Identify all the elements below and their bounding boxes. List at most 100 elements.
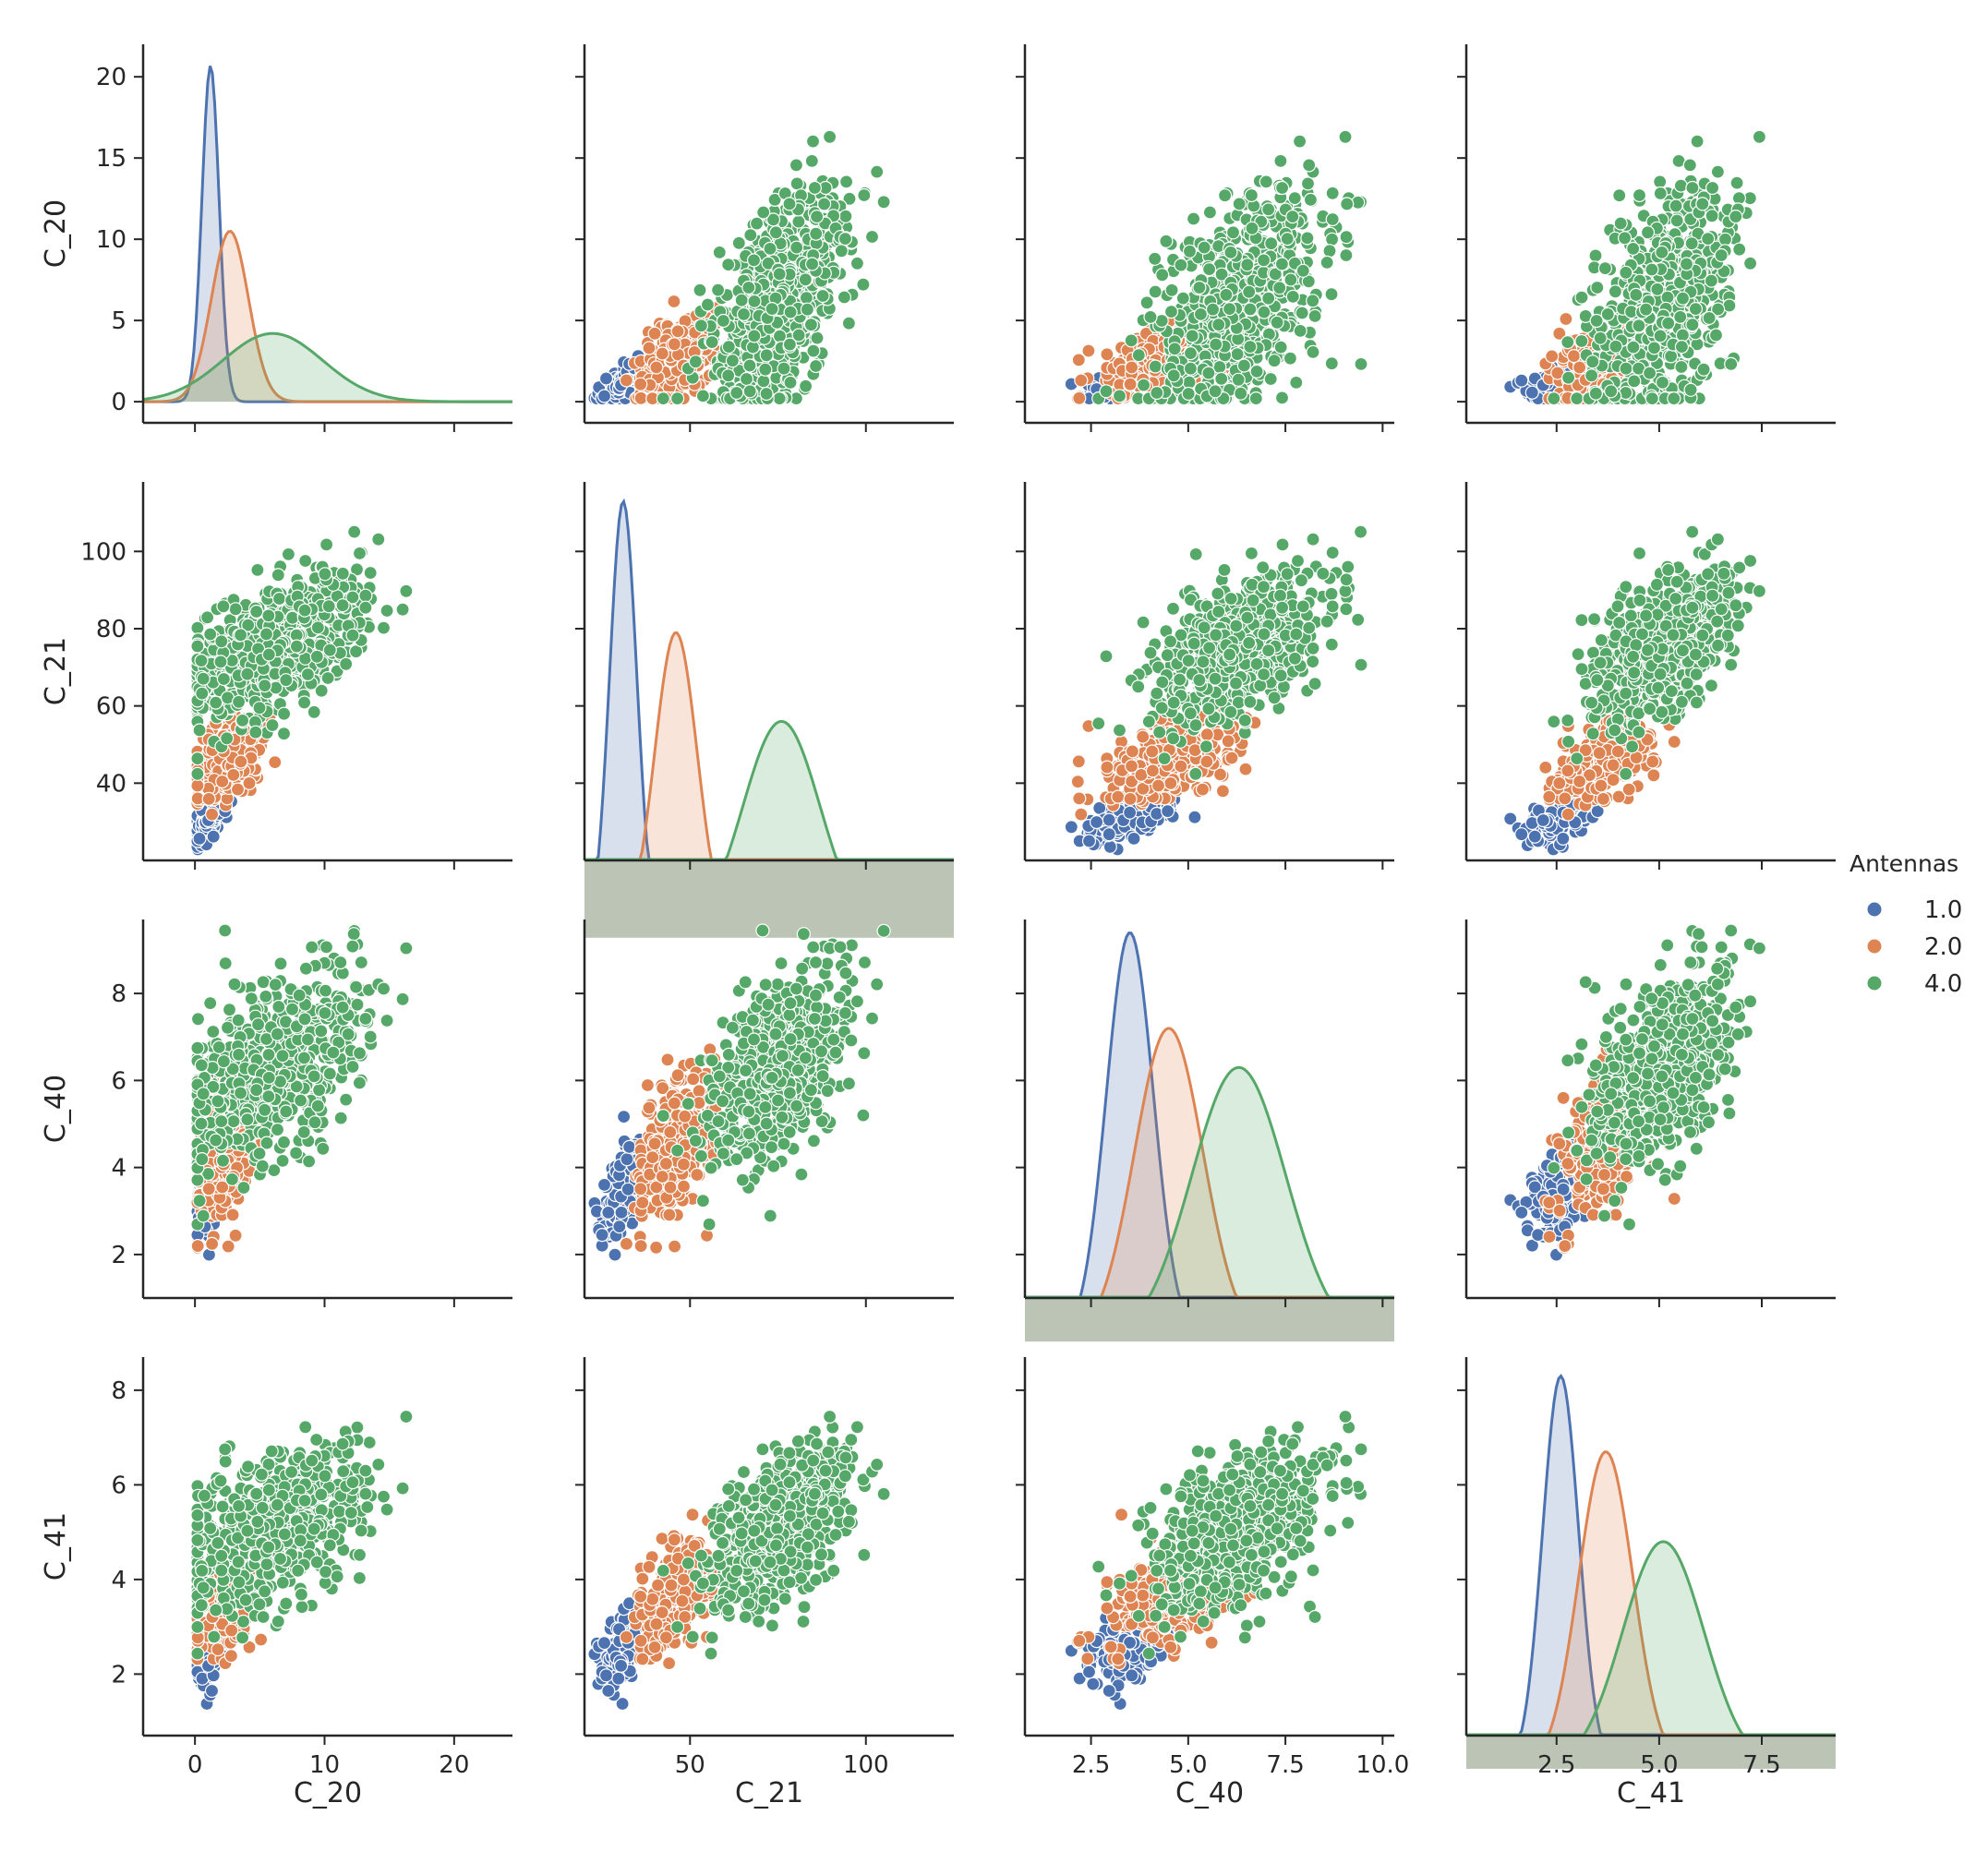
point-4.0 — [1259, 175, 1272, 188]
point-4.0 — [1227, 226, 1240, 239]
point-4.0 — [336, 567, 349, 580]
point-4.0 — [266, 719, 279, 732]
point-2.0 — [650, 361, 663, 374]
point-2.0 — [1216, 785, 1229, 798]
point-4.0 — [1140, 296, 1153, 309]
point-4.0 — [1149, 360, 1162, 373]
point-4.0 — [1575, 335, 1588, 348]
point-4.0 — [1203, 206, 1216, 219]
point-2.0 — [1075, 374, 1088, 387]
point-4.0 — [1274, 341, 1287, 354]
point-4.0 — [400, 584, 413, 597]
point-4.0 — [807, 135, 820, 148]
point-4.0 — [805, 154, 818, 167]
point-4.0 — [1224, 246, 1237, 258]
point-4.0 — [195, 655, 208, 667]
point-2.0 — [648, 327, 661, 340]
point-4.0 — [1275, 258, 1288, 270]
point-4.0 — [214, 655, 227, 668]
point-4.0 — [251, 563, 264, 576]
point-4.0 — [693, 283, 706, 296]
point-4.0 — [742, 282, 755, 294]
point-4.0 — [1753, 130, 1765, 143]
point-2.0 — [643, 342, 656, 355]
point-2.0 — [1101, 761, 1114, 774]
point-2.0 — [1560, 313, 1572, 326]
panel-C_20-vs-C_40 — [1016, 44, 1394, 432]
y-tick-label: 40 — [96, 770, 127, 798]
point-4.0 — [1209, 385, 1222, 398]
point-4.0 — [837, 291, 850, 304]
point-4.0 — [259, 679, 271, 692]
point-4.0 — [236, 714, 249, 727]
point-2.0 — [1126, 361, 1139, 374]
point-4.0 — [321, 672, 334, 685]
point-4.0 — [790, 241, 803, 254]
point-4.0 — [701, 298, 714, 311]
point-4.0 — [696, 390, 709, 403]
point-4.0 — [1249, 392, 1262, 405]
point-4.0 — [323, 643, 336, 656]
point-4.0 — [838, 233, 851, 246]
point-2.0 — [1135, 768, 1148, 781]
point-4.0 — [1654, 175, 1667, 188]
point-4.0 — [784, 306, 797, 319]
point-4.0 — [1594, 331, 1607, 344]
point-4.0 — [1683, 159, 1696, 172]
point-2.0 — [232, 783, 245, 796]
point-1.0 — [1102, 813, 1115, 826]
point-4.0 — [743, 359, 756, 372]
point-4.0 — [1677, 292, 1690, 305]
point-4.0 — [1276, 391, 1289, 404]
point-4.0 — [1645, 263, 1658, 276]
point-4.0 — [262, 648, 275, 661]
point-4.0 — [800, 379, 813, 392]
point-2.0 — [1082, 344, 1095, 357]
point-4.0 — [1210, 338, 1223, 351]
point-4.0 — [241, 667, 254, 680]
point-4.0 — [1601, 307, 1614, 320]
point-4.0 — [1262, 203, 1275, 216]
point-2.0 — [1071, 775, 1084, 788]
point-4.0 — [1326, 186, 1339, 199]
point-4.0 — [1235, 387, 1247, 400]
point-4.0 — [748, 254, 761, 267]
point-4.0 — [1187, 212, 1200, 225]
point-4.0 — [1675, 341, 1688, 354]
point-4.0 — [1215, 372, 1228, 385]
point-4.0 — [191, 640, 204, 653]
point-4.0 — [1697, 363, 1710, 376]
point-4.0 — [1719, 233, 1732, 246]
point-4.0 — [282, 547, 295, 560]
point-1.0 — [1525, 386, 1538, 399]
point-4.0 — [1125, 334, 1138, 347]
point-2.0 — [191, 779, 204, 792]
point-2.0 — [1152, 779, 1165, 792]
point-4.0 — [1715, 249, 1728, 262]
point-1.0 — [600, 372, 613, 385]
y-tick-label: 10 — [96, 226, 127, 254]
point-4.0 — [1609, 340, 1622, 353]
point-4.0 — [1241, 258, 1254, 271]
point-4.0 — [748, 330, 761, 343]
point-4.0 — [769, 226, 782, 239]
point-4.0 — [235, 629, 247, 642]
point-4.0 — [1284, 273, 1297, 286]
point-2.0 — [1568, 350, 1581, 363]
point-4.0 — [1283, 352, 1296, 365]
point-4.0 — [840, 175, 853, 188]
point-4.0 — [1245, 189, 1258, 202]
point-4.0 — [1304, 193, 1317, 206]
point-4.0 — [319, 568, 331, 581]
point-4.0 — [1308, 309, 1321, 322]
point-4.0 — [278, 727, 291, 740]
point-4.0 — [233, 695, 246, 708]
point-4.0 — [1648, 342, 1661, 355]
point-4.0 — [1620, 266, 1633, 279]
point-4.0 — [858, 189, 871, 202]
point-4.0 — [1589, 387, 1602, 400]
y-tick-label: 5 — [111, 307, 127, 335]
point-4.0 — [801, 303, 813, 316]
point-4.0 — [359, 601, 372, 614]
